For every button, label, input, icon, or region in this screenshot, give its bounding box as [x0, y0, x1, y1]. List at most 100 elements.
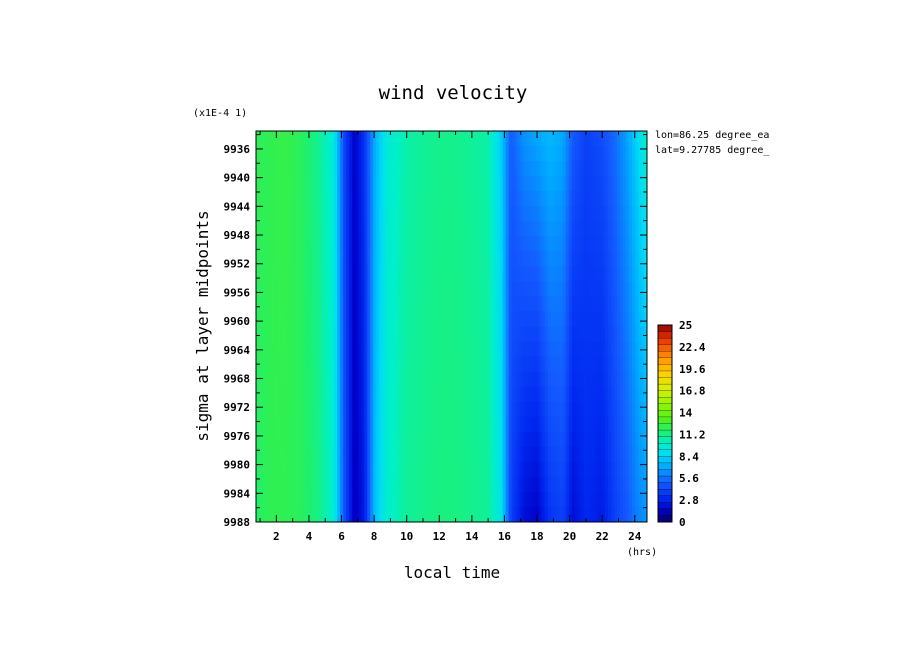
heat-cell: [640, 176, 645, 192]
heat-cell: [373, 206, 377, 222]
heat-cell: [343, 401, 347, 418]
heat-cell: [520, 236, 525, 252]
heat-cell: [385, 221, 389, 237]
heat-cell: [643, 446, 647, 463]
heat-cell: [571, 206, 576, 222]
heat-cell: [634, 491, 639, 508]
heat-cell: [472, 146, 477, 162]
heat-cell: [367, 296, 371, 313]
heat-cell: [265, 476, 269, 493]
heat-cell: [610, 446, 615, 463]
heat-cell: [472, 491, 477, 508]
heat-cell: [355, 146, 359, 162]
heat-cell: [409, 371, 413, 388]
heat-cell: [277, 281, 281, 298]
heat-cell: [445, 371, 450, 388]
heat-cell: [385, 431, 389, 448]
heat-cell: [409, 236, 413, 252]
heat-cell: [439, 401, 444, 418]
heat-cell: [418, 146, 423, 162]
heat-cell: [505, 311, 510, 328]
heat-cell: [586, 506, 591, 522]
heat-cell: [547, 206, 552, 222]
heat-cell: [472, 176, 477, 192]
heat-cell: [607, 491, 612, 508]
heat-cell: [445, 236, 450, 252]
heat-cell: [331, 311, 335, 328]
heat-cell: [517, 401, 522, 418]
heat-cell: [487, 266, 492, 282]
heat-cell: [529, 416, 534, 433]
heat-cell: [604, 221, 609, 237]
heat-cell: [610, 176, 615, 192]
heat-cell: [508, 191, 513, 207]
heat-cell: [481, 131, 486, 147]
heat-cell: [307, 311, 311, 328]
heat-cell: [481, 446, 486, 463]
heat-cell: [331, 146, 335, 162]
heat-cell: [448, 386, 453, 403]
colorbar-label: 8.4: [679, 450, 699, 463]
heat-cell: [583, 431, 588, 448]
heat-cell: [619, 206, 624, 222]
heat-cell: [367, 416, 371, 433]
heat-cell: [577, 356, 582, 373]
heat-cell: [499, 266, 504, 282]
heat-cell: [427, 371, 432, 388]
heat-cell: [505, 371, 510, 388]
heat-cell: [454, 506, 459, 522]
heat-cell: [631, 206, 636, 222]
heat-cell: [523, 146, 528, 162]
heat-cell: [409, 281, 413, 298]
heat-cell: [610, 416, 615, 433]
heat-cell: [322, 476, 326, 493]
heat-cell: [403, 371, 407, 388]
heat-cell: [559, 326, 564, 343]
heat-cell: [277, 146, 281, 162]
heat-cell: [520, 251, 525, 267]
heat-cell: [277, 476, 281, 493]
heat-cell: [481, 281, 486, 298]
heat-cell: [517, 296, 522, 313]
heat-cell: [340, 386, 344, 403]
heat-cell: [619, 341, 624, 358]
heat-cell: [541, 371, 546, 388]
heat-cell: [385, 401, 389, 418]
heat-cell: [541, 191, 546, 207]
heat-cell: [430, 506, 435, 522]
heat-cell: [550, 296, 555, 313]
heat-cell: [340, 341, 344, 358]
heat-cell: [565, 311, 570, 328]
heat-cell: [280, 266, 284, 282]
heat-cell: [610, 131, 615, 147]
heat-cell: [322, 281, 326, 298]
heat-cell: [445, 461, 450, 478]
heat-cell: [349, 191, 353, 207]
heat-cell: [487, 251, 492, 267]
heat-cell: [442, 491, 447, 508]
heat-cell: [289, 221, 293, 237]
heat-cell: [280, 341, 284, 358]
heat-cell: [571, 446, 576, 463]
heat-cell: [316, 506, 320, 522]
heat-cell: [574, 386, 579, 403]
heat-cell: [319, 371, 323, 388]
heat-cell: [361, 266, 365, 282]
heat-cell: [472, 191, 477, 207]
heat-cell: [520, 446, 525, 463]
heat-cell: [358, 176, 362, 192]
heat-cell: [589, 281, 594, 298]
heat-cell: [283, 221, 287, 237]
heat-cell: [622, 296, 627, 313]
heat-cell: [382, 311, 386, 328]
heat-cell: [445, 356, 450, 373]
heat-cell: [568, 371, 573, 388]
heat-cell: [481, 401, 486, 418]
heat-cell: [364, 296, 368, 313]
heat-cell: [364, 161, 368, 177]
heat-cell: [463, 341, 468, 358]
heat-cell: [625, 281, 630, 298]
heat-cell: [460, 191, 465, 207]
heat-cell: [322, 461, 326, 478]
y-tick-label: 9984: [224, 487, 251, 500]
